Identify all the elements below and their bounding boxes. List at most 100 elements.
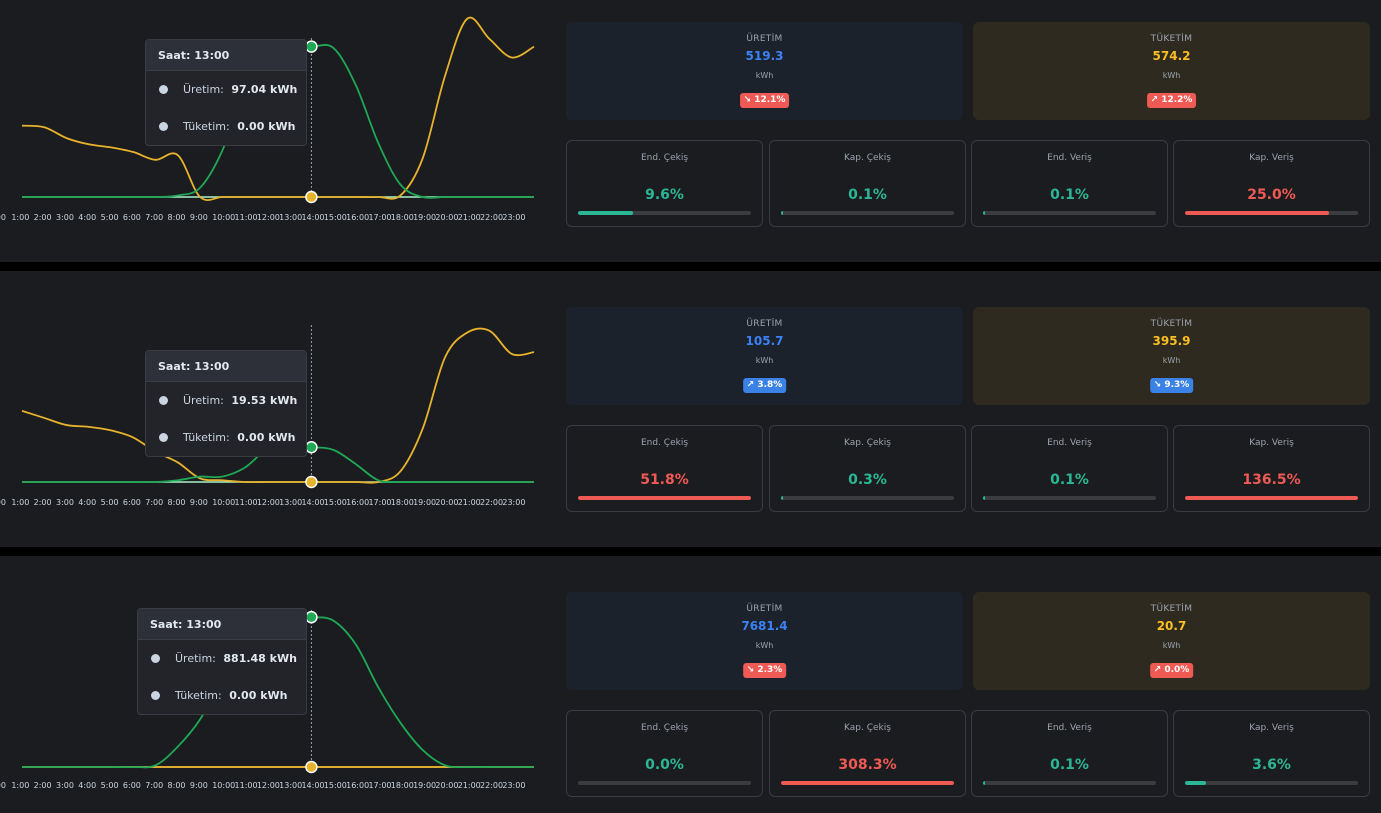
tuketim-change-badge: ↗ 12.2% — [1146, 93, 1197, 108]
uretim-change-badge: ↘ 2.3% — [742, 663, 787, 678]
x-tick-label: 17:00 — [368, 781, 391, 790]
metric-value: 0.1% — [1050, 472, 1089, 488]
metric-value: 0.0% — [645, 757, 684, 773]
x-tick-label: 10:00 — [212, 781, 235, 790]
tooltip-row-uretim: Üretim: 97.04 kWh — [146, 71, 306, 108]
x-tick-label: 2:00 — [34, 781, 52, 790]
metric-value: 9.6% — [645, 187, 684, 203]
x-tick-label: 0:00 — [0, 213, 6, 222]
dashboard-panel-3: 0:00 1:00 2:00 3:00 4:00 5:00 6:00 7:00 8:00 9:00… — [0, 556, 1381, 813]
metrics-row: End. Çekiş 0.0% Kap. Çekiş 308.3% End. V… — [0, 710, 1381, 797]
x-tick-label: 13:00 — [279, 213, 302, 222]
x-tick-label: 2:00 — [34, 498, 52, 507]
x-tick-label: 8:00 — [168, 213, 186, 222]
tooltip-label: Üretim: — [183, 83, 224, 96]
energy-chart[interactable]: 0:00 1:00 2:00 3:00 4:00 5:00 6:00 7:00 8:00 9:00… — [0, 271, 560, 547]
x-tick-label: 1:00 — [11, 498, 29, 507]
x-tick-label: 9:00 — [190, 781, 208, 790]
metric-progress-bar — [578, 496, 751, 500]
metric-progress-bar — [983, 781, 1156, 785]
metric-end-veris: End. Veriş 0.1% — [971, 425, 1168, 512]
x-tick-label: 4:00 — [78, 498, 96, 507]
tuketim-card: TÜKETİM 395.9 kWh ↘ 9.3% — [973, 307, 1370, 405]
tuketim-unit: kWh — [1162, 641, 1181, 650]
x-tick-label: 0:00 — [0, 498, 6, 507]
dashboard-panel-1: 0:00 1:00 2:00 3:00 4:00 5:00 6:00 7:00 8:00 9:00… — [0, 0, 1381, 262]
x-tick-label: 4:00 — [78, 781, 96, 790]
tuketim-unit: kWh — [1162, 71, 1181, 80]
x-tick-label: 15:00 — [324, 498, 347, 507]
metric-kap-cekis: Kap. Çekiş 308.3% — [769, 710, 966, 797]
x-tick-label: 13:00 — [279, 498, 302, 507]
x-tick-label: 20:00 — [435, 498, 458, 507]
hover-point-tuketim — [305, 475, 318, 489]
tooltip-value: 0.00 kWh — [237, 120, 296, 133]
metric-progress-bar — [781, 781, 954, 785]
x-tick-label: 10:00 — [212, 213, 235, 222]
tuketim-card: TÜKETİM 574.2 kWh ↗ 12.2% — [973, 22, 1370, 120]
x-tick-label: 0:00 — [0, 781, 6, 790]
energy-chart[interactable]: 0:00 1:00 2:00 3:00 4:00 5:00 6:00 7:00 8:00 9:00… — [0, 0, 560, 262]
x-tick-label: 14:00 — [301, 498, 324, 507]
x-tick-label: 16:00 — [346, 498, 369, 507]
x-tick-label: 3:00 — [56, 213, 74, 222]
x-tick-label: 16:00 — [346, 781, 369, 790]
x-tick-label: 5:00 — [101, 781, 119, 790]
metric-progress-bar — [983, 211, 1156, 215]
x-tick-label: 9:00 — [190, 498, 208, 507]
tooltip-title: Saat: 13:00 — [146, 351, 306, 382]
metric-label: End. Veriş — [1047, 438, 1092, 448]
x-tick-label: 6:00 — [123, 213, 141, 222]
x-tick-label: 8:00 — [168, 781, 186, 790]
x-tick-label: 12:00 — [257, 498, 280, 507]
uretim-value: 105.7 — [745, 334, 784, 348]
x-tick-label: 5:00 — [101, 213, 119, 222]
dashboard-panel-2: 0:00 1:00 2:00 3:00 4:00 5:00 6:00 7:00 8:00 9:00… — [0, 271, 1381, 547]
tuketim-label: TÜKETİM — [1150, 604, 1193, 614]
metric-progress-bar — [1185, 496, 1358, 500]
metric-value: 0.1% — [848, 187, 887, 203]
x-tick-label: 23:00 — [502, 213, 525, 222]
x-tick-label: 21:00 — [458, 498, 481, 507]
tooltip-row-tuketim: Tüketim: 0.00 kWh — [138, 677, 306, 714]
x-tick-label: 19:00 — [413, 213, 436, 222]
tuketim-label: TÜKETİM — [1150, 319, 1193, 329]
metric-label: Kap. Veriş — [1249, 723, 1294, 733]
x-tick-label: 17:00 — [368, 213, 391, 222]
metric-progress-fill — [1185, 211, 1329, 215]
metric-progress-fill — [781, 781, 954, 785]
metric-progress-bar — [578, 781, 751, 785]
tooltip-title: Saat: 13:00 — [138, 609, 306, 640]
metric-kap-veris: Kap. Veriş 25.0% — [1173, 140, 1370, 227]
tooltip-label: Üretim: — [175, 652, 216, 665]
series-dot-icon — [159, 122, 168, 131]
metric-progress-bar — [781, 211, 954, 215]
uretim-label: ÜRETİM — [746, 604, 783, 614]
x-tick-label: 22:00 — [480, 213, 503, 222]
x-tick-label: 6:00 — [123, 498, 141, 507]
metric-label: End. Çekiş — [640, 438, 689, 448]
tooltip-row-tuketim: Tüketim: 0.00 kWh — [146, 419, 306, 456]
metric-end-cekis: End. Çekiş 9.6% — [566, 140, 763, 227]
x-tick-label: 13:00 — [279, 781, 302, 790]
tooltip-label: Tüketim: — [183, 120, 230, 133]
metric-progress-fill — [781, 496, 783, 500]
x-tick-label: 15:00 — [324, 213, 347, 222]
series-tuketim-line — [21, 327, 535, 484]
metric-progress-fill — [578, 496, 751, 500]
tuketim-value: 574.2 — [1152, 49, 1191, 63]
x-tick-label: 1:00 — [11, 781, 29, 790]
metric-progress-bar — [983, 496, 1156, 500]
metric-value: 25.0% — [1247, 187, 1296, 203]
x-tick-label: 5:00 — [101, 498, 119, 507]
energy-chart[interactable]: 0:00 1:00 2:00 3:00 4:00 5:00 6:00 7:00 8:00 9:00… — [0, 556, 560, 813]
x-tick-label: 18:00 — [391, 781, 414, 790]
x-tick-label: 7:00 — [145, 498, 163, 507]
metric-label: Kap. Çekiş — [844, 438, 891, 448]
tooltip-label: Tüketim: — [183, 431, 230, 444]
x-tick-label: 2:00 — [34, 213, 52, 222]
uretim-change-badge: ↘ 12.1% — [739, 93, 790, 108]
tuketim-value: 395.9 — [1152, 334, 1191, 348]
hover-point-uretim — [305, 610, 318, 624]
metric-end-veris: End. Veriş 0.1% — [971, 140, 1168, 227]
